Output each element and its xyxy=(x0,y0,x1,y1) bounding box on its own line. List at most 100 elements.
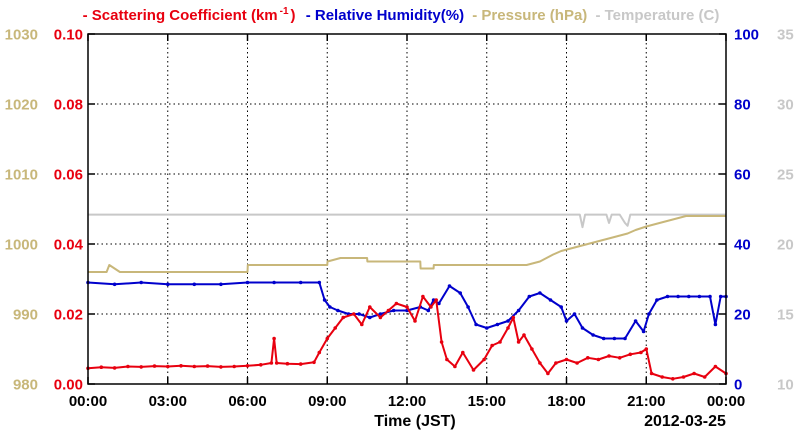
scattering-series-point xyxy=(692,371,696,376)
scattering-series-point xyxy=(368,305,372,309)
temperature-series-line xyxy=(88,213,726,229)
x-tick-label: 12:00 xyxy=(388,393,426,410)
humidity-series-point xyxy=(328,305,332,309)
scattering-series-point xyxy=(660,375,664,379)
scattering-series-point xyxy=(312,360,316,365)
pressure-tick-label: 1030 xyxy=(5,27,38,44)
scattering-series-point xyxy=(394,301,399,306)
scattering-series-point xyxy=(516,340,521,344)
humidity-series-point xyxy=(166,282,170,287)
scattering-series-point xyxy=(482,357,486,362)
legend-pressure: - Pressure (hPa) xyxy=(472,7,588,24)
humidity-series-point xyxy=(559,305,563,309)
scattering-series-point xyxy=(538,361,542,365)
legend-humidity: - Relative Humidity(%) xyxy=(305,7,465,24)
pressure-series-line xyxy=(88,215,726,273)
pressure-tick-label: 1020 xyxy=(5,97,38,114)
scattering-series-point xyxy=(341,315,346,320)
x-axis-title: Time (JST) xyxy=(374,413,456,430)
scattering-series-point xyxy=(139,365,143,369)
humidity-series-point xyxy=(447,284,452,288)
humidity-series-point xyxy=(317,280,322,285)
humidity-series-point xyxy=(474,322,478,327)
legend-scattering-label: - Scattering Coefficient (km xyxy=(82,7,278,24)
humidity-series-point xyxy=(580,326,585,330)
scattering-series-point xyxy=(179,364,183,368)
scattering-series-point xyxy=(607,354,611,358)
x-tick-label: 21:00 xyxy=(627,393,665,410)
temperature-tick-label: 15 xyxy=(777,307,794,324)
scattering-series-point xyxy=(152,364,157,368)
humidity-series-point xyxy=(676,294,680,299)
humidity-series-line xyxy=(87,281,726,340)
scattering-series-point xyxy=(617,356,622,360)
scattering-series-point xyxy=(219,365,223,369)
humidity-series-point xyxy=(336,308,340,313)
humidity-series-point xyxy=(665,294,670,299)
humidity-series-point xyxy=(601,336,606,341)
scattering-series-point xyxy=(352,312,356,316)
humidity-series-point xyxy=(391,308,396,313)
humidity-series-point xyxy=(527,294,532,299)
humidity-series-point xyxy=(219,282,223,287)
humidity-tick-label: 60 xyxy=(734,167,751,184)
temperature-tick-label: 20 xyxy=(777,237,794,254)
scattering-tick-label: 0.02 xyxy=(54,307,83,324)
scattering-series-point xyxy=(453,364,457,369)
x-tick-label: 18:00 xyxy=(547,393,585,410)
scattering-series-point xyxy=(671,377,675,381)
humidity-series-point xyxy=(612,336,617,341)
scattering-series-point xyxy=(269,361,274,365)
humidity-series-point xyxy=(368,315,372,320)
humidity-series-point xyxy=(298,280,303,285)
scattering-tick-label: 0.08 xyxy=(54,97,83,114)
humidity-series-point xyxy=(708,294,712,299)
humidity-series-point xyxy=(572,312,577,316)
humidity-series-point xyxy=(591,333,595,337)
humidity-series-point xyxy=(633,319,638,323)
pressure-tick-label: 1000 xyxy=(5,237,38,254)
humidity-series-point xyxy=(687,294,691,299)
humidity-tick-label: 80 xyxy=(734,97,751,114)
humidity-series-point xyxy=(623,336,627,341)
scattering-series-point xyxy=(713,364,718,369)
scattering-series-point xyxy=(360,322,364,327)
pressure-tick-label: 990 xyxy=(13,307,38,324)
scattering-series-point xyxy=(259,363,263,367)
scattering-series-point xyxy=(546,371,550,376)
x-tick-label: 00:00 xyxy=(707,393,745,410)
x-tick-label: 09:00 xyxy=(308,393,346,410)
scattering-series-point xyxy=(285,361,290,366)
scattering-series-point xyxy=(490,343,494,348)
humidity-series-point xyxy=(437,301,441,306)
humidity-series-point xyxy=(322,298,327,302)
humidity-series-point xyxy=(641,329,646,334)
x-tick-label: 00:00 xyxy=(69,393,107,410)
scattering-series-point xyxy=(511,315,516,320)
humidity-series-point xyxy=(697,294,702,299)
humidity-series-point xyxy=(357,312,361,316)
scattering-series-point xyxy=(192,364,197,369)
legend-scattering-superscript: -1 xyxy=(279,6,289,17)
scattering-series-point xyxy=(386,308,391,313)
scattering-series-point xyxy=(506,326,510,330)
scattering-series-point xyxy=(413,319,417,323)
legend-scattering-close: ) xyxy=(290,7,296,24)
humidity-series-point xyxy=(112,282,117,287)
temperature-tick-label: 30 xyxy=(777,97,794,114)
humidity-series-point xyxy=(426,308,431,313)
humidity-series-point xyxy=(713,322,718,327)
humidity-series-point xyxy=(139,280,143,285)
humidity-series-point xyxy=(538,291,542,295)
chart-legend: - Scattering Coefficient (km -1) - Relati… xyxy=(0,6,800,24)
humidity-tick-label: 0 xyxy=(734,377,742,394)
scattering-series-point xyxy=(274,361,279,365)
scattering-tick-label: 0.04 xyxy=(54,237,84,254)
humidity-tick-label: 20 xyxy=(734,307,751,324)
x-tick-label: 03:00 xyxy=(149,393,187,410)
date-label: 2012-03-25 xyxy=(644,413,726,430)
x-tick-label: 15:00 xyxy=(468,393,506,410)
scattering-tick-label: 0.10 xyxy=(54,27,83,44)
